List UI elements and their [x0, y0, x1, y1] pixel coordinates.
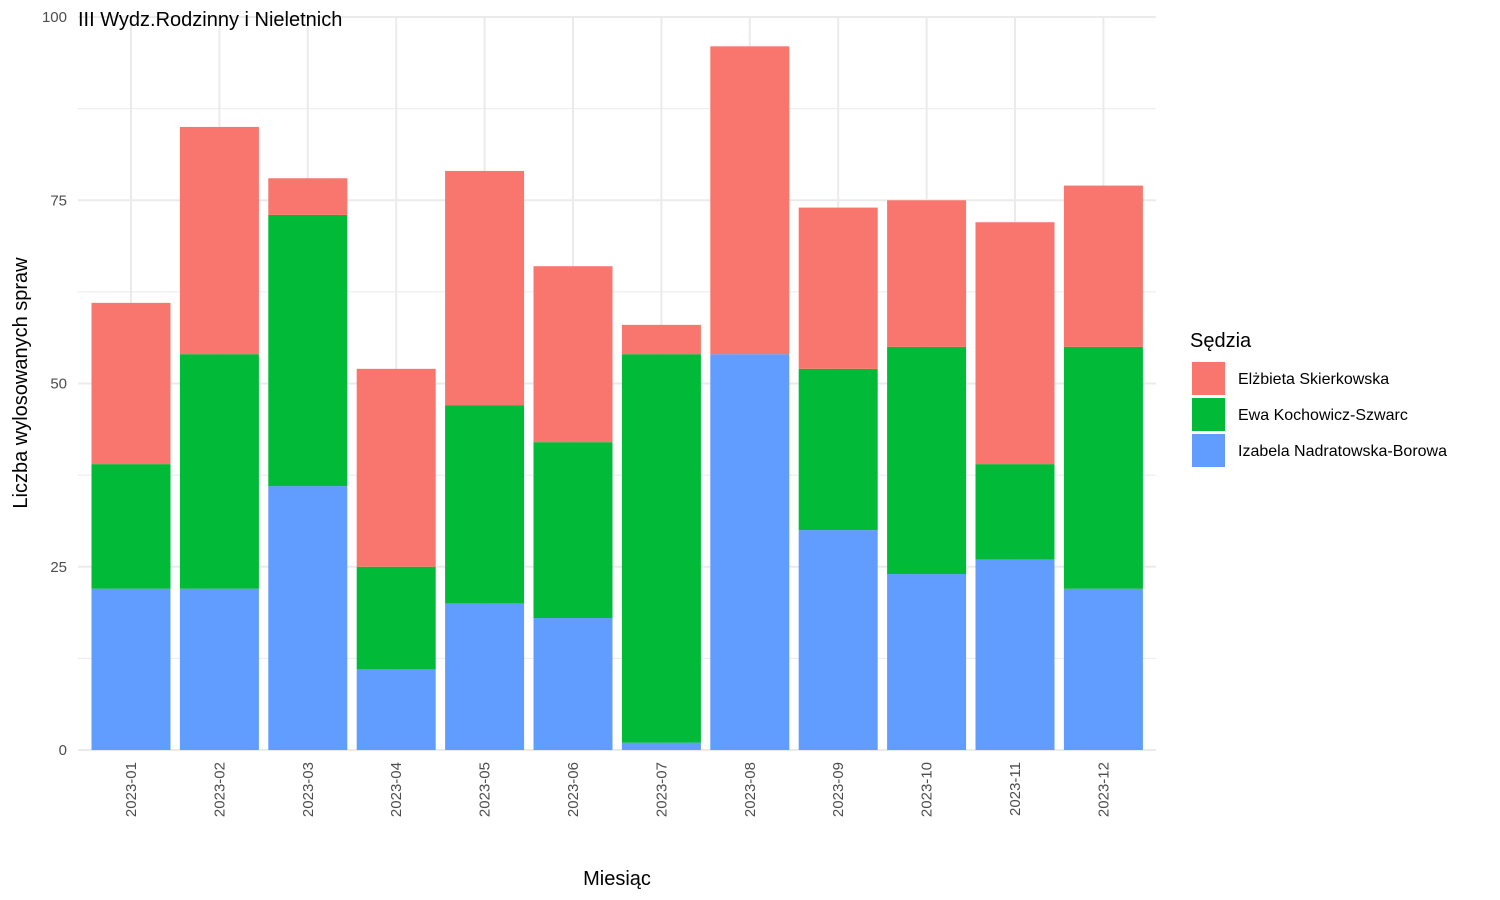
- y-tick-label: 100: [42, 9, 67, 26]
- bar-segment: [798, 368, 878, 531]
- bar-segment: [1063, 346, 1143, 589]
- legend-items: Elżbieta Skierkowska Ewa Kochowicz-Szwarc…: [1192, 362, 1447, 467]
- legend-swatch: [1192, 434, 1225, 467]
- bar-segment: [1063, 185, 1143, 347]
- x-tick-label: 2023-07: [653, 762, 670, 817]
- legend-swatch: [1192, 362, 1225, 395]
- legend: Sędzia Elżbieta Skierkowska Ewa Kochowicz…: [1190, 330, 1447, 467]
- legend-label: Ewa Kochowicz-Szwarc: [1238, 407, 1408, 424]
- x-tick-label: 2023-11: [1007, 762, 1024, 816]
- bar-segment: [91, 588, 171, 750]
- x-tick-label: 2023-10: [919, 762, 936, 817]
- x-tick-label: 2023-06: [565, 762, 582, 817]
- bar-segment: [268, 486, 348, 750]
- bar-segment: [179, 588, 259, 750]
- bar-segment: [887, 574, 967, 750]
- bar-segment: [268, 178, 348, 215]
- x-tick-label: 2023-12: [1095, 762, 1112, 817]
- x-tick-label: 2023-08: [742, 762, 759, 817]
- chart-title: III Wydz.Rodzinny i Nieletnich: [78, 9, 342, 31]
- legend-swatch: [1192, 398, 1225, 431]
- bar-segment: [179, 126, 259, 355]
- legend-title: Sędzia: [1190, 330, 1252, 352]
- bar-segment: [975, 464, 1055, 560]
- bar-segment: [445, 603, 525, 750]
- bar-segment: [975, 559, 1055, 750]
- bars: [91, 46, 1143, 750]
- bar-segment: [798, 530, 878, 750]
- bar-segment: [91, 464, 171, 589]
- x-axis-ticks: 2023-01 2023-02 2023-03 2023-04 2023-05 2023-…: [123, 762, 1112, 817]
- x-tick-label: 2023-01: [123, 762, 140, 817]
- legend-label: Izabela Nadratowska-Borowa: [1238, 443, 1447, 460]
- bar-segment: [1063, 588, 1143, 750]
- bar-segment: [621, 354, 701, 743]
- y-tick-label: 0: [59, 742, 67, 759]
- bar-segment: [710, 46, 790, 355]
- bar-segment: [268, 214, 348, 487]
- bar-segment: [710, 354, 790, 750]
- x-tick-label: 2023-04: [388, 762, 405, 817]
- legend-label: Elżbieta Skierkowska: [1238, 371, 1389, 388]
- bar-segment: [975, 222, 1055, 465]
- bar-segment: [533, 266, 613, 443]
- bar-segment: [356, 368, 436, 567]
- x-tick-label: 2023-02: [211, 762, 228, 817]
- bar-segment: [91, 302, 171, 465]
- y-tick-label: 75: [50, 192, 67, 209]
- bar-segment: [887, 200, 967, 347]
- bar-segment: [356, 566, 436, 670]
- bar-segment: [621, 742, 701, 750]
- y-axis-ticks: 0 25 50 75 100: [42, 9, 67, 759]
- bar-segment: [621, 324, 701, 355]
- y-tick-label: 50: [50, 376, 67, 393]
- x-tick-label: 2023-09: [830, 762, 847, 817]
- bar-segment: [887, 346, 967, 575]
- bar-segment: [445, 170, 525, 406]
- bar-segment: [533, 618, 613, 750]
- x-tick-label: 2023-05: [477, 762, 494, 817]
- y-tick-label: 25: [50, 559, 67, 576]
- x-axis-title: Miesiąc: [583, 868, 651, 890]
- y-axis-title: Liczba wylosowanych spraw: [10, 257, 32, 509]
- bar-segment: [356, 669, 436, 750]
- bar-segment: [445, 405, 525, 604]
- bar-segment: [533, 442, 613, 619]
- bar-segment: [179, 354, 259, 589]
- x-tick-label: 2023-03: [300, 762, 317, 817]
- bar-segment: [798, 207, 878, 369]
